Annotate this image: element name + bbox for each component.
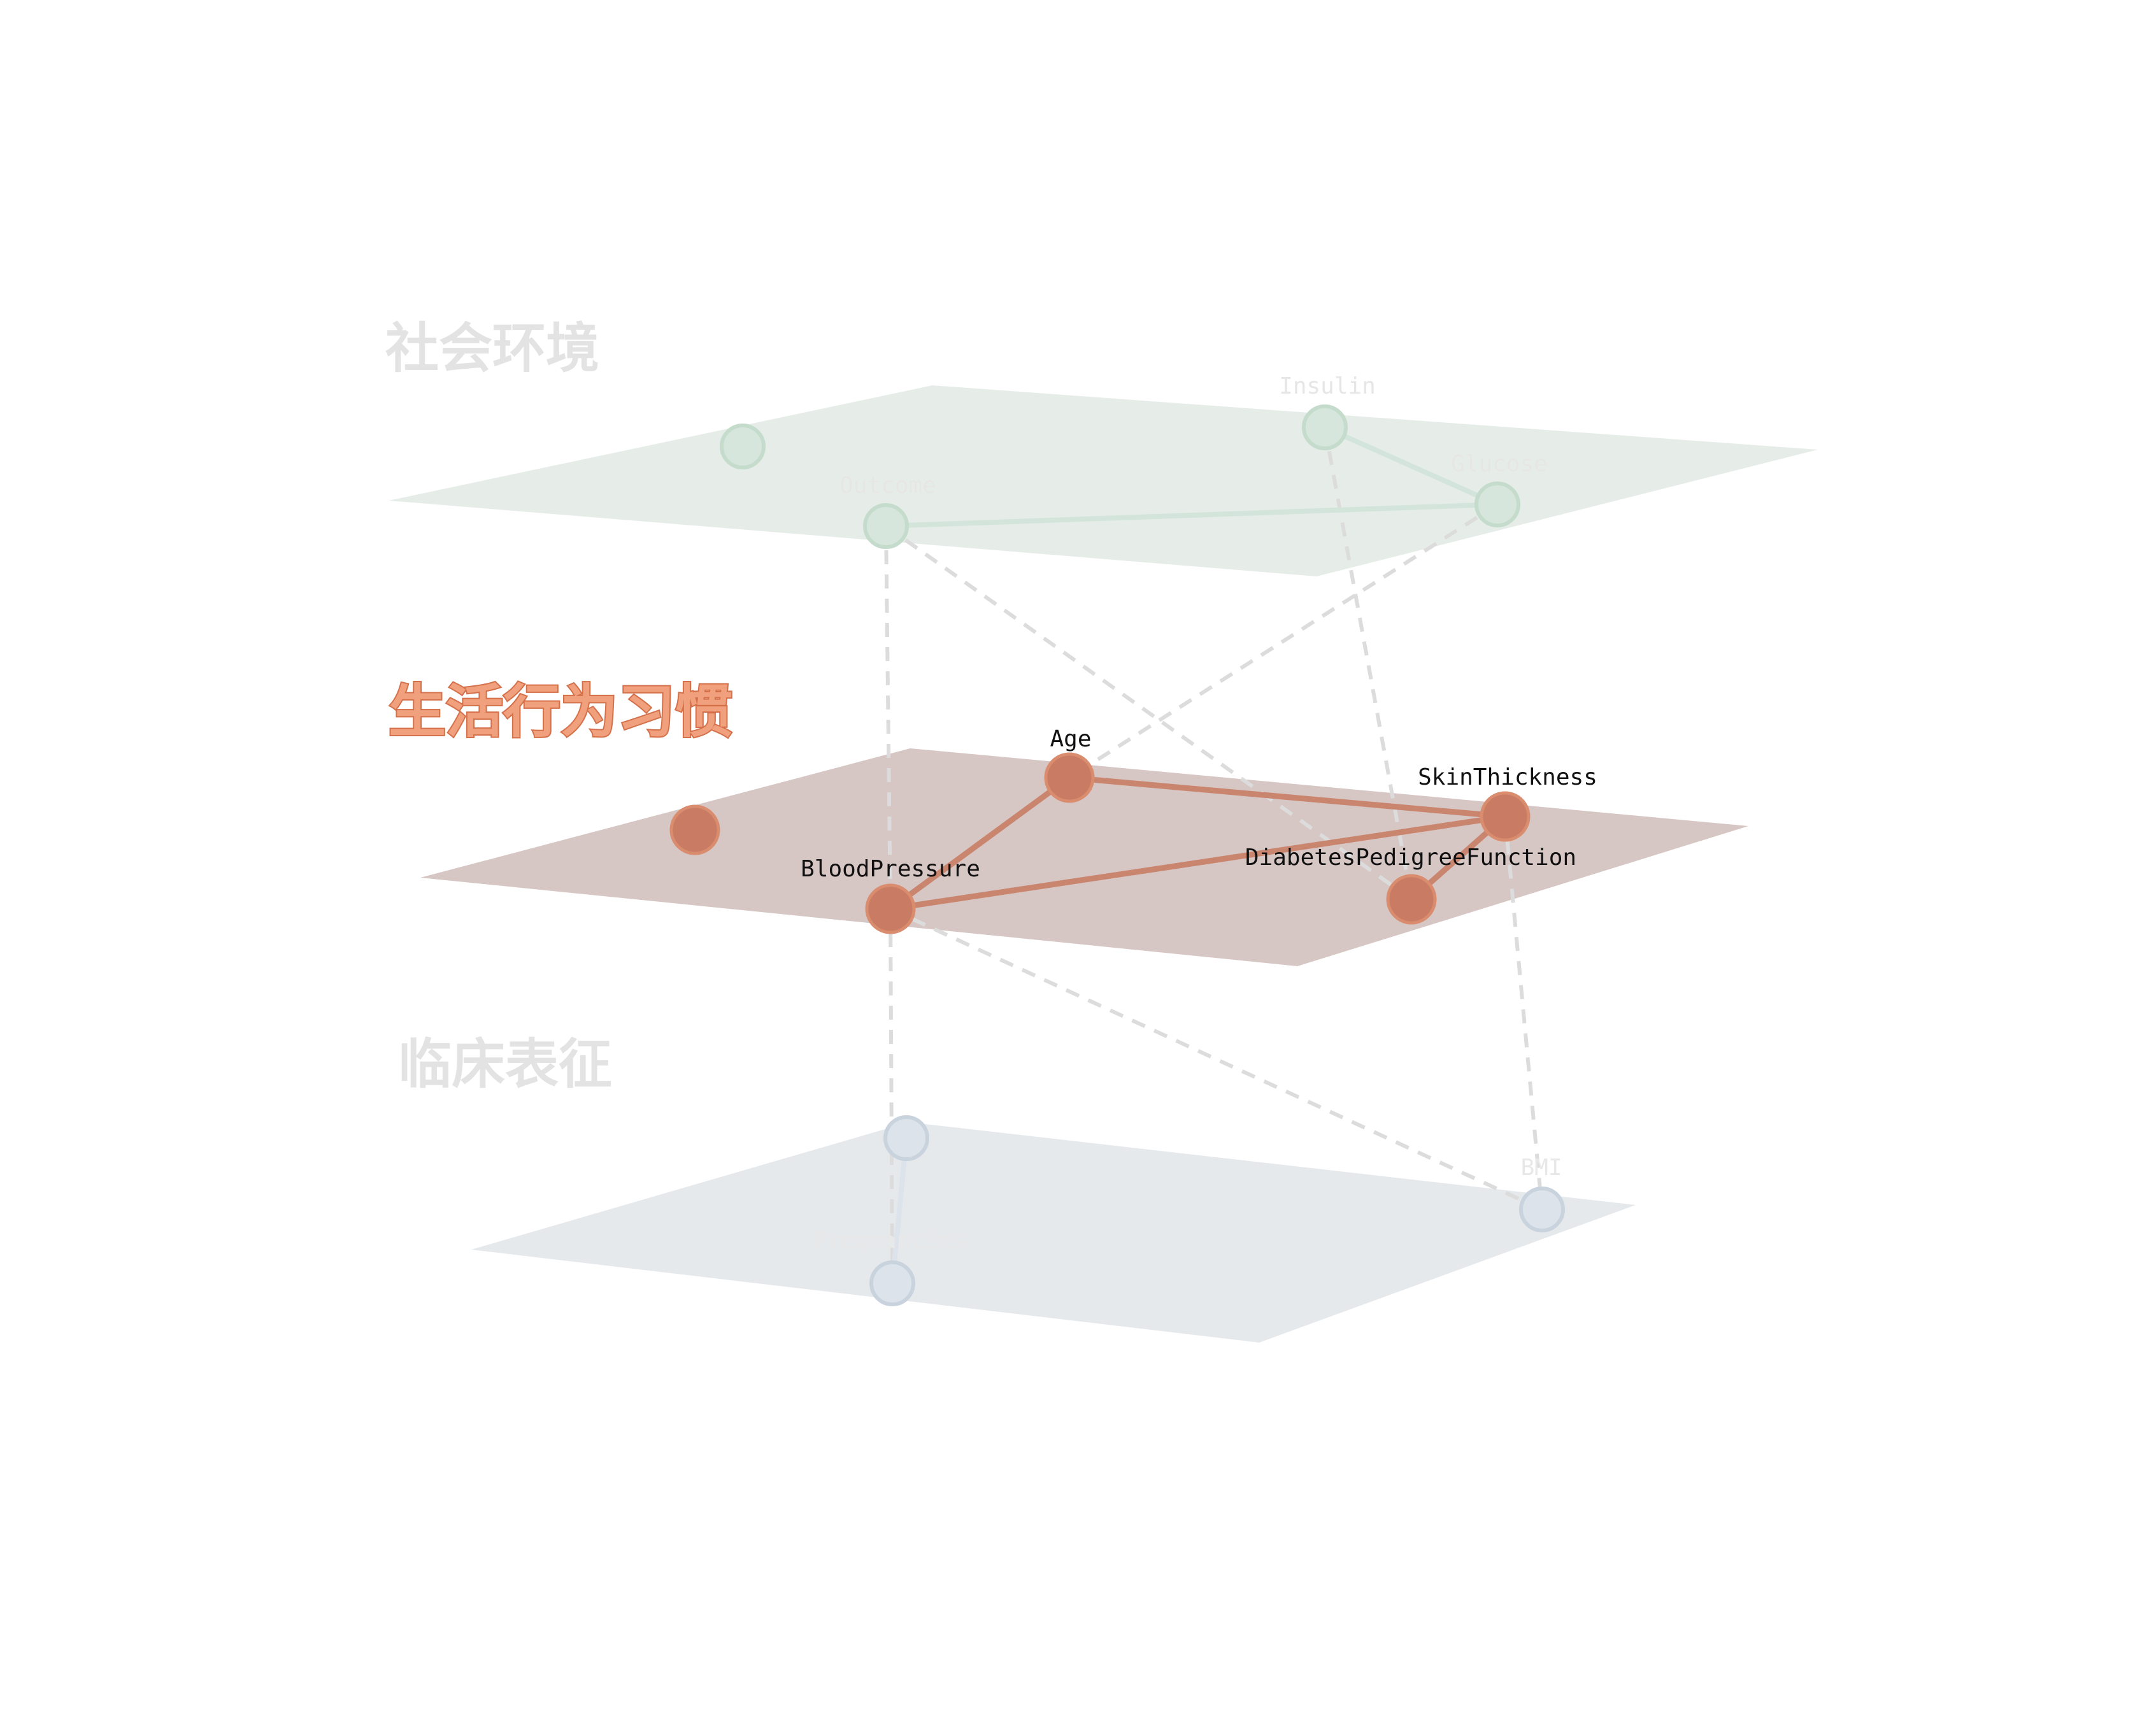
plane-social: [389, 385, 1818, 576]
node-lifestyle-unlabeled: [669, 804, 720, 855]
node-outcome: [863, 503, 909, 549]
inter-edge-glucose-age: [1068, 503, 1499, 780]
nodes: [669, 404, 1565, 1306]
plane-clinical: [471, 1122, 1636, 1343]
inter-edge-insulin-dpf: [1323, 427, 1413, 900]
node-label-dpf: DiabetesPedigreeFunction: [1245, 845, 1576, 871]
inter-layer-edges: [884, 427, 1544, 1284]
node-skinthickness: [1480, 791, 1531, 842]
intra-layer-edges: [883, 425, 1508, 1286]
intra-edge-bloodpressure-skinthickness: [887, 813, 1508, 912]
node-insulin: [1302, 404, 1348, 450]
intra-edge-age-skinthickness: [1066, 774, 1508, 820]
node-dpf: [1386, 874, 1437, 925]
node-label-outcome: Outcome: [839, 473, 936, 499]
inter-edge-skinthickness-bmi: [1503, 816, 1544, 1210]
node-label-pregnancies: Pregnancies: [814, 1228, 966, 1254]
layer-title-lifestyle: 生活行为习惯: [389, 678, 732, 745]
intra-edge-pregnancies-clinical-unlabeled: [890, 1136, 909, 1286]
inter-edge-bloodpressure-pregnancies: [889, 908, 894, 1284]
node-bloodpressure: [865, 883, 916, 934]
node-bmi: [1519, 1187, 1565, 1232]
node-label-bloodpressure: BloodPressure: [801, 856, 980, 882]
node-label-bmi: BMI: [1520, 1155, 1562, 1181]
node-age: [1044, 752, 1095, 803]
node-label-age: Age: [1050, 726, 1091, 752]
node-clinical-unlabeled: [883, 1115, 929, 1161]
node-pregnancies: [869, 1260, 915, 1306]
layer-title-social: 社会环境: [385, 317, 599, 380]
inter-edge-outcome-bloodpressure: [884, 525, 892, 909]
node-social-unlabeled: [720, 424, 766, 469]
node-glucose: [1474, 481, 1520, 527]
inter-edge-outcome-dpf: [885, 524, 1413, 901]
node-label-skinthickness: SkinThickness: [1418, 764, 1597, 790]
intra-edge-insulin-glucose: [1322, 425, 1500, 507]
intra-edge-outcome-glucose: [883, 502, 1500, 529]
node-label-glucose: Glucose: [1451, 451, 1548, 477]
node-label-insulin: Insulin: [1279, 373, 1376, 399]
layer-title-clinical: 临床表征: [398, 1033, 612, 1095]
intra-edge-age-bloodpressure: [887, 774, 1073, 912]
